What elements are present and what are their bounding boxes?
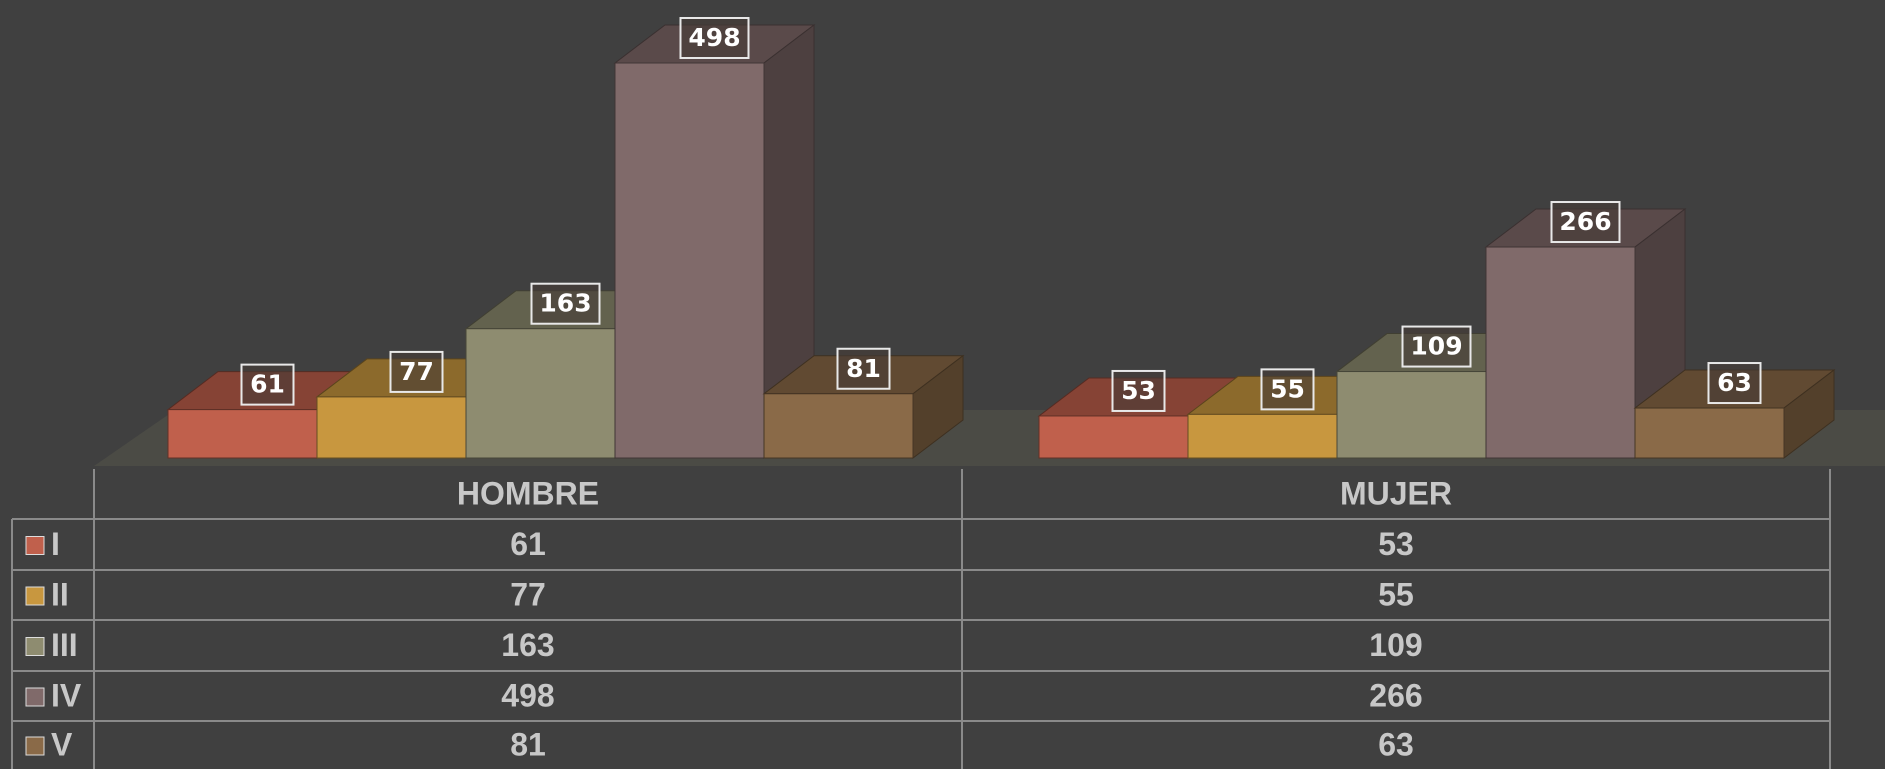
legend-swatch — [25, 637, 45, 656]
data-label: 81 — [846, 354, 881, 383]
table-cell: 109 — [1369, 627, 1422, 663]
legend-swatch — [25, 586, 45, 606]
data-label: 53 — [1121, 376, 1156, 405]
data-label: 498 — [688, 23, 740, 52]
legend-swatch — [25, 536, 45, 555]
bar — [1038, 415, 1189, 459]
bar — [316, 396, 467, 459]
legend-label: IV — [51, 677, 82, 713]
label-box — [1401, 325, 1472, 368]
legend-swatch — [25, 687, 45, 707]
label-box — [836, 347, 891, 390]
legend-label: III — [51, 627, 78, 663]
table-cell: 77 — [510, 576, 546, 612]
data-label: 61 — [250, 370, 285, 399]
label-box — [1707, 362, 1762, 405]
table-cell: 61 — [510, 526, 546, 562]
label-box — [1550, 201, 1621, 244]
label-box — [530, 282, 601, 325]
legend-label: II — [51, 576, 69, 612]
table-cell: 498 — [501, 677, 554, 713]
data-label: 63 — [1717, 368, 1752, 397]
bar — [1485, 246, 1636, 459]
table-cell: 55 — [1378, 576, 1414, 612]
bar — [1634, 407, 1785, 459]
bar — [1187, 413, 1338, 459]
table-cell: 266 — [1369, 677, 1422, 713]
bar — [614, 62, 765, 459]
data-label: 266 — [1559, 207, 1611, 236]
data-label: 163 — [539, 289, 591, 318]
table-cell: 81 — [510, 726, 546, 762]
bar — [763, 393, 914, 459]
data-label: 109 — [1410, 332, 1462, 361]
table-cell: 63 — [1378, 726, 1414, 762]
label-box — [389, 350, 444, 393]
data-label: 77 — [399, 357, 434, 386]
legend-label: I — [51, 526, 60, 562]
data-label: 55 — [1270, 374, 1305, 403]
legend-swatch — [25, 736, 45, 756]
table-header: MUJER — [1340, 475, 1452, 511]
bar — [465, 328, 616, 459]
table-cell: 163 — [501, 627, 554, 663]
table-header: HOMBRE — [457, 475, 599, 511]
label-box — [1260, 368, 1315, 411]
label-box — [240, 363, 295, 406]
label-box — [1111, 369, 1166, 412]
legend-label: V — [51, 726, 73, 762]
table-cell: 53 — [1378, 526, 1414, 562]
label-box — [679, 17, 750, 59]
bar — [1336, 371, 1487, 459]
bar — [167, 409, 318, 459]
